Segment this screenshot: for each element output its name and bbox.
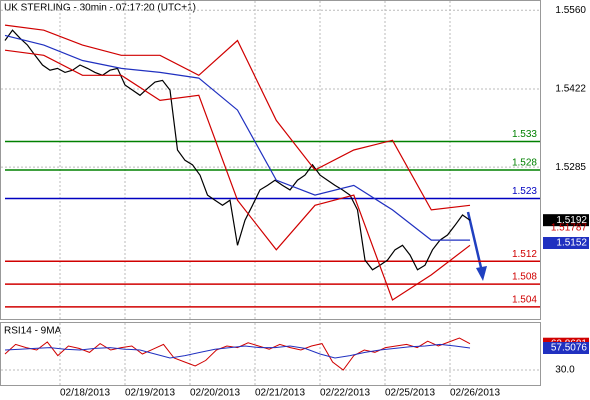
price-tag-label: 1.5152 <box>556 238 587 249</box>
forecast-arrow <box>466 211 484 273</box>
x-tick-label: 02/19/2013 <box>125 388 175 399</box>
rsi-tag-label: 57.5076 <box>551 343 588 354</box>
price-line <box>4 49 471 301</box>
rsi-panel <box>0 322 541 386</box>
price-tag-label: 1.51787 <box>551 222 588 233</box>
main-panel <box>0 0 541 320</box>
price-line <box>4 34 470 241</box>
price-tag <box>543 214 589 227</box>
y-tick-label: 1.5560 <box>555 5 586 16</box>
rsi-title: RSI14 - 9MA <box>4 326 62 337</box>
level-label: 1.528 <box>512 158 537 169</box>
rsi-line <box>4 343 471 359</box>
y-tick-label: 30.0 <box>555 365 575 376</box>
y-tick-label: 1.5422 <box>555 84 586 95</box>
level-label: 1.533 <box>512 129 537 140</box>
forecast-arrow-head <box>476 266 487 281</box>
y-tick-label: 1.5285 <box>555 162 586 173</box>
x-tick-label: 02/21/2013 <box>255 388 305 399</box>
level-label: 1.508 <box>512 272 537 283</box>
price-line <box>4 29 471 271</box>
price-tag-label: 1.5192 <box>556 215 587 226</box>
x-tick-label: 02/20/2013 <box>190 388 240 399</box>
rsi-tag <box>543 341 589 354</box>
level-label: 1.512 <box>512 249 537 260</box>
x-tick-label: 02/18/2013 <box>60 388 110 399</box>
price-line <box>4 24 471 211</box>
x-tick-label: 02/25/2013 <box>385 388 435 399</box>
level-label: 1.504 <box>512 295 537 306</box>
price-tag <box>543 236 589 249</box>
x-tick-label: 02/26/2013 <box>450 388 500 399</box>
level-label: 1.523 <box>512 186 537 197</box>
x-tick-label: 02/22/2013 <box>320 388 370 399</box>
chart-title: UK STERLING - 30min - 07:17:20 (UTC+1) <box>4 3 196 14</box>
